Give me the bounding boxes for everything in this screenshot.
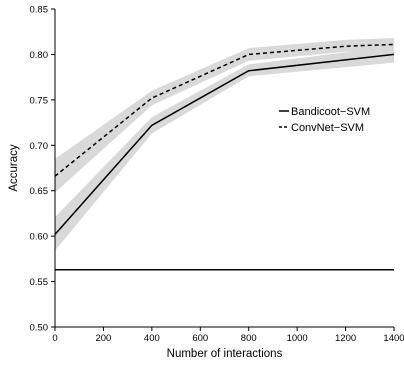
y-tick-label: 0.50 bbox=[30, 323, 49, 334]
x-tick-label: 400 bbox=[144, 333, 160, 344]
x-tick-label: 1200 bbox=[335, 333, 356, 344]
legend: Bandicoot−SVM ConvNet−SVM bbox=[279, 106, 370, 134]
series-line-0 bbox=[54, 53, 395, 235]
y-tick-label: 0.60 bbox=[30, 232, 49, 243]
confidence-bands bbox=[55, 38, 394, 251]
y-tick-label: 0.55 bbox=[30, 277, 49, 288]
axes bbox=[54, 9, 394, 328]
y-tick-label: 0.70 bbox=[30, 141, 49, 152]
x-tick-label: 600 bbox=[192, 333, 208, 344]
x-axis-label: Number of interactions bbox=[167, 348, 283, 360]
x-tick-label: 1000 bbox=[287, 333, 308, 344]
legend-label-bandicoot: Bandicoot−SVM bbox=[291, 106, 370, 118]
y-tick-label: 0.85 bbox=[30, 5, 49, 16]
y-ticks: 0.50 0.55 0.60 0.65 0.70 0.75 0.80 0.85 bbox=[30, 5, 55, 334]
x-tick-label: 200 bbox=[95, 333, 111, 344]
x-tick-label: 0 bbox=[52, 333, 57, 344]
legend-label-convnet: ConvNet−SVM bbox=[291, 122, 364, 134]
x-tick-label: 800 bbox=[241, 333, 257, 344]
confidence-band-0 bbox=[55, 46, 394, 251]
series-line-1 bbox=[54, 43, 395, 177]
y-tick-label: 0.65 bbox=[30, 186, 49, 197]
confidence-band-1 bbox=[55, 38, 394, 193]
series-lines bbox=[54, 43, 395, 271]
y-axis-label: Accuracy bbox=[8, 144, 20, 192]
x-ticks: 0 200 400 600 800 1000 1200 1400 bbox=[52, 327, 404, 344]
y-tick-label: 0.80 bbox=[30, 50, 49, 61]
y-tick-label: 0.75 bbox=[30, 95, 49, 106]
x-tick-label: 1400 bbox=[383, 333, 404, 344]
